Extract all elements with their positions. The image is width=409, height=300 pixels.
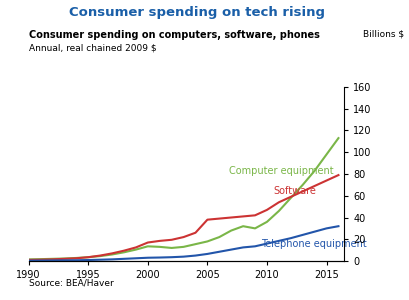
Text: Software: Software xyxy=(272,186,315,196)
Text: Consumer spending on tech rising: Consumer spending on tech rising xyxy=(69,6,324,19)
Text: Annual, real chained 2009 $: Annual, real chained 2009 $ xyxy=(29,44,156,52)
Text: Telephone equipment: Telephone equipment xyxy=(261,239,366,249)
Text: Consumer spending on computers, software, phones: Consumer spending on computers, software… xyxy=(29,30,319,40)
Text: Source: BEA/Haver: Source: BEA/Haver xyxy=(29,279,113,288)
Text: Computer equipment: Computer equipment xyxy=(228,166,333,176)
Text: Billions $: Billions $ xyxy=(362,30,403,39)
